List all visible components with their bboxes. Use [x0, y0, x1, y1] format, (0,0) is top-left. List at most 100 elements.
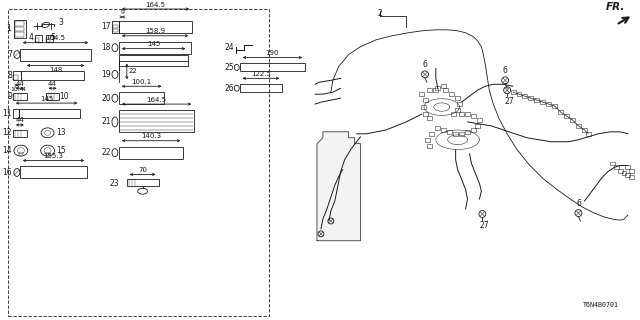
- Text: 2: 2: [378, 9, 383, 18]
- Bar: [35, 38, 38, 42]
- Text: 9: 9: [120, 10, 124, 15]
- Text: 23: 23: [109, 179, 119, 188]
- Bar: [112, 21, 119, 33]
- Text: 8: 8: [7, 71, 12, 80]
- Bar: [610, 162, 614, 165]
- Bar: [15, 32, 24, 37]
- Bar: [422, 105, 426, 109]
- Text: 1: 1: [6, 24, 11, 33]
- Bar: [522, 94, 527, 98]
- Bar: [435, 126, 440, 130]
- Bar: [113, 29, 118, 32]
- Bar: [516, 92, 522, 96]
- Bar: [471, 128, 476, 132]
- Bar: [13, 130, 27, 137]
- Text: 44: 44: [15, 117, 24, 124]
- Bar: [529, 96, 533, 100]
- Bar: [435, 86, 440, 90]
- Bar: [630, 170, 634, 173]
- Bar: [465, 130, 470, 134]
- Bar: [15, 21, 24, 26]
- Bar: [540, 100, 545, 104]
- Polygon shape: [317, 132, 360, 241]
- Text: 4: 4: [22, 87, 26, 92]
- Bar: [618, 170, 623, 173]
- Text: 19: 19: [101, 70, 111, 79]
- Text: 22: 22: [128, 68, 137, 75]
- Bar: [564, 114, 569, 118]
- Text: 44: 44: [48, 81, 57, 87]
- Text: 5: 5: [51, 33, 56, 42]
- Bar: [625, 173, 630, 177]
- Bar: [19, 109, 80, 118]
- Text: 24: 24: [224, 43, 234, 52]
- Bar: [424, 98, 428, 102]
- Bar: [119, 55, 188, 67]
- Text: 145: 145: [147, 41, 160, 47]
- Bar: [621, 172, 627, 175]
- Bar: [35, 35, 42, 42]
- Bar: [20, 49, 91, 60]
- Text: 10.4: 10.4: [10, 87, 24, 92]
- Text: 164.5: 164.5: [145, 2, 166, 8]
- Bar: [625, 165, 630, 170]
- Bar: [119, 147, 183, 159]
- Bar: [455, 108, 460, 112]
- Bar: [547, 102, 551, 106]
- Bar: [459, 112, 464, 116]
- Text: 13: 13: [56, 128, 66, 137]
- Bar: [240, 84, 282, 92]
- Text: 22: 22: [102, 148, 111, 157]
- Text: 17: 17: [101, 22, 111, 31]
- Bar: [20, 166, 87, 178]
- Text: 145: 145: [40, 96, 53, 102]
- Bar: [127, 180, 159, 186]
- Bar: [119, 92, 164, 104]
- Text: 164.5: 164.5: [45, 35, 65, 41]
- Bar: [45, 38, 49, 42]
- Text: 158.9: 158.9: [145, 28, 165, 34]
- Text: 4: 4: [29, 33, 34, 42]
- Text: 27: 27: [479, 221, 489, 230]
- Text: 164.5: 164.5: [147, 97, 166, 103]
- Bar: [119, 110, 194, 132]
- Text: 155.3: 155.3: [44, 153, 63, 159]
- Bar: [119, 42, 191, 53]
- Bar: [428, 144, 433, 148]
- Text: 6: 6: [502, 66, 508, 75]
- Bar: [419, 92, 424, 96]
- Bar: [428, 88, 433, 92]
- Text: 16: 16: [3, 168, 12, 177]
- Bar: [552, 104, 557, 108]
- Bar: [465, 112, 470, 116]
- Text: 18: 18: [102, 43, 111, 52]
- Bar: [576, 124, 581, 128]
- Text: 122.5: 122.5: [251, 71, 271, 77]
- Bar: [441, 84, 446, 88]
- Bar: [477, 118, 482, 122]
- Text: 27: 27: [504, 97, 514, 106]
- Bar: [428, 116, 433, 120]
- Bar: [444, 88, 448, 92]
- Bar: [119, 21, 192, 33]
- Bar: [534, 98, 540, 102]
- Bar: [453, 132, 458, 136]
- Text: 6: 6: [422, 60, 428, 69]
- Bar: [586, 132, 591, 136]
- Text: 11: 11: [3, 108, 12, 117]
- Bar: [582, 128, 587, 132]
- Bar: [570, 118, 575, 122]
- Text: 148: 148: [49, 67, 62, 73]
- Bar: [449, 92, 454, 96]
- Bar: [13, 93, 27, 100]
- Text: 3: 3: [58, 18, 63, 28]
- Text: 100.1: 100.1: [132, 79, 152, 85]
- Bar: [13, 71, 21, 80]
- Bar: [475, 124, 480, 128]
- Text: 14: 14: [3, 146, 12, 155]
- Text: 12: 12: [3, 128, 12, 137]
- Bar: [558, 110, 563, 114]
- Bar: [441, 128, 446, 132]
- Bar: [426, 138, 430, 142]
- Bar: [113, 25, 118, 28]
